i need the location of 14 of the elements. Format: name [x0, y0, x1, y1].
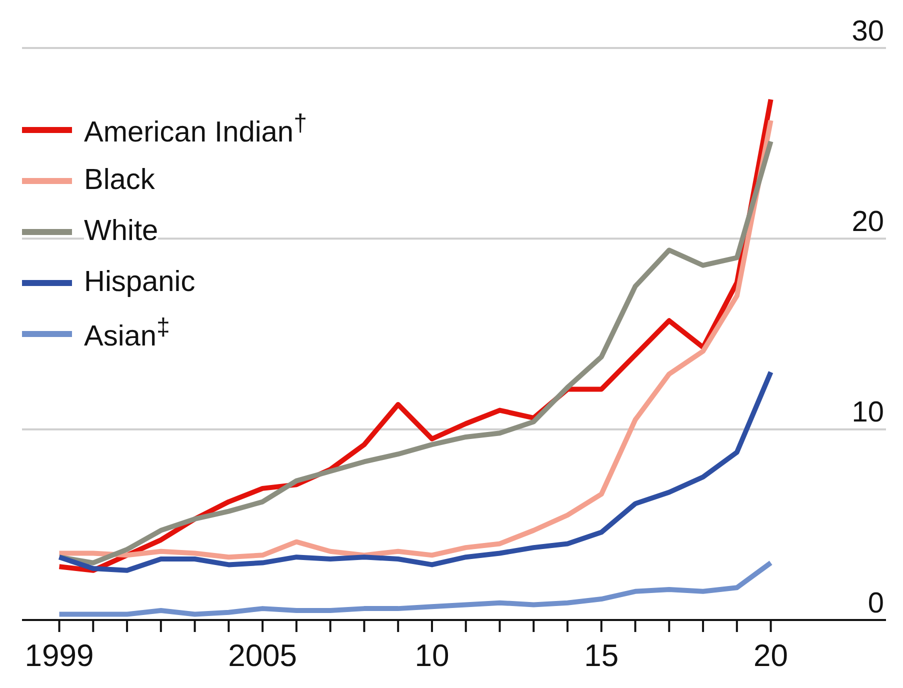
x-tick-label: 15: [584, 638, 619, 674]
x-tick-label: 20: [754, 638, 788, 674]
y-tick-label: 10: [852, 396, 884, 429]
y-tick-label: 20: [852, 206, 884, 238]
legend-label: White: [84, 215, 158, 248]
legend-label: Black: [84, 164, 155, 197]
legend-label: American Indian$^{†}$: [84, 110, 307, 150]
y-tick-label: 30: [852, 15, 884, 48]
y-tick-label: 0: [868, 587, 884, 620]
legend-label: Hispanic: [84, 266, 196, 299]
x-tick-label: 10: [414, 638, 450, 674]
x-tick-label: 1999: [24, 638, 94, 674]
legend-label: Asian$^{‡}$: [84, 314, 170, 354]
x-tick-label: 2005: [228, 638, 298, 674]
